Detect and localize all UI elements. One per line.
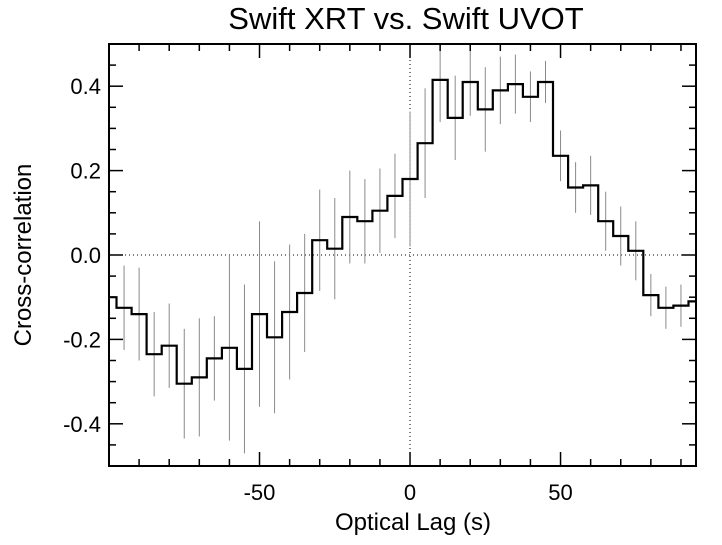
x-tick-label: -50 (244, 480, 276, 505)
x-tick-label: 0 (404, 480, 416, 505)
y-tick-label: -0.2 (63, 327, 101, 352)
y-tick-label: -0.4 (63, 412, 101, 437)
x-tick-label: 50 (548, 480, 572, 505)
y-tick-label: 0.0 (70, 243, 101, 268)
cross-correlation-step-line (109, 78, 696, 385)
y-tick-label: 0.4 (70, 74, 101, 99)
y-tick-label: 0.2 (70, 159, 101, 184)
x-axis-label: Optical Lag (s) (335, 509, 491, 536)
y-axis-label: Cross-correlation (10, 164, 37, 347)
chart-title: Swift XRT vs. Swift UVOT (228, 1, 583, 36)
plot-area: -50 0 50 -0.4 -0.2 0.0 0.2 0.4 (63, 43, 697, 505)
